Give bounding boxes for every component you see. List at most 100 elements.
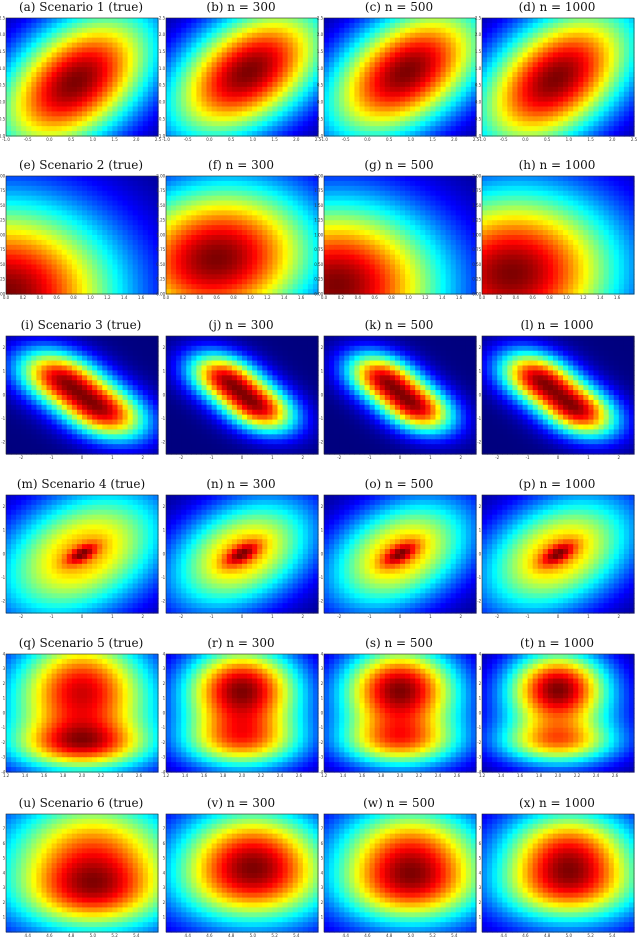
- heatmap-cell: [216, 32, 223, 39]
- heatmap-cell: [344, 111, 350, 117]
- heatmap-cell: [613, 52, 620, 58]
- heatmap-cell: [517, 126, 524, 132]
- heatmap-cell: [329, 32, 335, 39]
- heatmap-cell: [6, 77, 12, 83]
- heatmap-cell: [201, 72, 208, 78]
- heatmap-cell: [166, 195, 172, 202]
- heatmap-cell: [97, 176, 103, 182]
- heatmap-cell: [583, 52, 589, 58]
- heatmap-cell: [277, 215, 284, 221]
- heatmap-cell: [147, 284, 154, 290]
- heatmap-cell: [92, 57, 98, 63]
- heatmap-cell: [618, 62, 625, 68]
- heatmap-cell: [46, 126, 53, 132]
- heatmap-cell: [97, 18, 103, 24]
- heatmap-cell: [287, 121, 294, 127]
- heatmap-cell: [578, 116, 584, 122]
- heatmap-cell: [379, 254, 386, 261]
- heatmap-cell: [425, 249, 431, 256]
- heatmap-cell: [41, 254, 48, 261]
- heatmap-cell: [460, 190, 467, 197]
- heatmap-cell: [181, 57, 187, 63]
- heatmap-cell: [221, 81, 228, 88]
- heatmap-cell: [82, 77, 88, 83]
- heatmap-cell: [297, 220, 304, 226]
- heatmap-cell: [334, 249, 340, 256]
- heatmap-cell: [107, 205, 113, 212]
- heatmap-cell: [66, 22, 73, 29]
- heatmap-cell: [36, 205, 43, 212]
- heatmap-cell: [41, 180, 48, 187]
- heatmap-cell: [46, 116, 53, 122]
- heatmap-cell: [394, 254, 401, 261]
- heatmap-cell: [415, 22, 421, 29]
- heatmap-cell: [127, 57, 134, 63]
- heatmap-cell: [206, 269, 213, 275]
- heatmap-cell: [405, 225, 411, 231]
- heatmap-cell: [455, 210, 462, 216]
- heatmap-cell: [628, 131, 635, 137]
- heatmap-cell: [470, 111, 477, 117]
- heatmap-cell: [502, 91, 508, 98]
- heatmap-cell: [563, 67, 569, 73]
- heatmap-cell: [349, 116, 355, 122]
- heatmap-cell: [379, 264, 386, 271]
- heatmap-cell: [186, 230, 192, 236]
- heatmap-cell: [272, 259, 279, 266]
- heatmap-cell: [87, 32, 93, 39]
- heatmap-cell: [339, 101, 345, 108]
- heatmap-cell: [400, 200, 406, 207]
- heatmap-cell: [334, 121, 340, 127]
- heatmap-cell: [196, 254, 203, 261]
- heatmap-cell: [568, 32, 574, 39]
- heatmap-cell: [221, 111, 228, 117]
- heatmap-cell: [430, 57, 437, 63]
- heatmap-cell: [405, 205, 411, 212]
- heatmap-cell: [82, 42, 88, 49]
- heatmap-cell: [339, 32, 345, 39]
- heatmap-cell: [470, 249, 477, 256]
- plot-frame: [165, 175, 319, 295]
- y-tick-label: 0.75: [156, 247, 165, 252]
- heatmap-cell: [137, 215, 144, 221]
- heatmap-cell: [97, 185, 103, 192]
- heatmap-cell: [507, 42, 513, 49]
- heatmap-cell: [578, 72, 584, 78]
- heatmap-cell: [142, 239, 149, 246]
- heatmap-cell: [470, 215, 477, 221]
- heatmap-cell: [21, 259, 27, 266]
- heatmap-cell: [127, 111, 134, 117]
- heatmap-cell: [92, 235, 98, 241]
- heatmap-cell: [455, 176, 462, 182]
- heatmap-cell: [127, 106, 134, 113]
- heatmap-cell: [359, 101, 366, 108]
- heatmap-cell: [257, 77, 263, 83]
- heatmap-cell: [307, 18, 314, 24]
- heatmap-cell: [216, 18, 223, 24]
- heatmap-cell: [497, 121, 503, 127]
- heatmap-cell: [389, 180, 396, 187]
- heatmap-cell: [257, 259, 263, 266]
- heatmap-cell: [425, 131, 431, 137]
- heatmap-cell: [142, 235, 149, 241]
- heatmap-cell: [547, 37, 554, 44]
- heatmap-cell: [56, 244, 63, 251]
- heatmap-cell: [231, 205, 238, 212]
- heatmap-cell: [226, 279, 233, 285]
- heatmap-cell: [568, 47, 574, 54]
- heatmap-cell: [107, 57, 113, 63]
- heatmap-cell: [287, 101, 294, 108]
- heatmap-cell: [628, 106, 635, 113]
- heatmap-cell: [147, 47, 154, 54]
- heatmap-cell: [11, 86, 17, 93]
- heatmap-cell: [107, 106, 113, 113]
- heatmap-cell: [302, 96, 309, 103]
- heatmap-cell: [252, 77, 258, 83]
- heatmap-cell: [242, 57, 248, 63]
- heatmap-cell: [608, 131, 615, 137]
- heatmap-cell: [97, 215, 103, 221]
- heatmap-cell: [122, 239, 129, 246]
- heatmap-cell: [415, 77, 421, 83]
- heatmap-cell: [492, 42, 498, 49]
- heatmap-cell: [16, 91, 22, 98]
